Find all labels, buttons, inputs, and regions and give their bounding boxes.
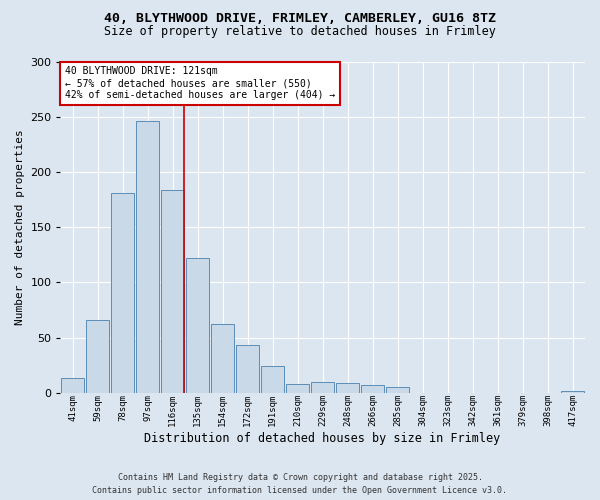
Bar (161, 190, 184, 393)
Bar (136, 121, 159, 393)
Bar (286, 384, 309, 393)
Bar (186, 258, 209, 393)
Title: 40, BLYTHWOOD DRIVE, FRIMLEY, CAMBERLEY, GU16 8TZ
Size of property relative to d: 40, BLYTHWOOD DRIVE, FRIMLEY, CAMBERLEY,… (0, 499, 1, 500)
Bar (361, 385, 384, 393)
Text: 40 BLYTHWOOD DRIVE: 121sqm
← 57% of detached houses are smaller (550)
42% of sem: 40 BLYTHWOOD DRIVE: 121sqm ← 57% of deta… (65, 66, 335, 100)
Bar (561, 390, 584, 393)
Bar (386, 388, 409, 393)
Text: 40, BLYTHWOOD DRIVE, FRIMLEY, CAMBERLEY, GU16 8TZ: 40, BLYTHWOOD DRIVE, FRIMLEY, CAMBERLEY,… (104, 12, 496, 26)
Bar (236, 346, 259, 393)
Bar (86, 320, 109, 393)
Bar (211, 324, 234, 393)
Text: Contains HM Land Registry data © Crown copyright and database right 2025.
Contai: Contains HM Land Registry data © Crown c… (92, 474, 508, 495)
Y-axis label: Number of detached properties: Number of detached properties (15, 130, 25, 325)
Bar (336, 383, 359, 393)
Bar (111, 193, 134, 393)
Text: Size of property relative to detached houses in Frimley: Size of property relative to detached ho… (104, 25, 496, 38)
X-axis label: Distribution of detached houses by size in Frimley: Distribution of detached houses by size … (145, 432, 500, 445)
Bar (311, 382, 334, 393)
Bar (61, 378, 84, 393)
Bar (261, 366, 284, 393)
